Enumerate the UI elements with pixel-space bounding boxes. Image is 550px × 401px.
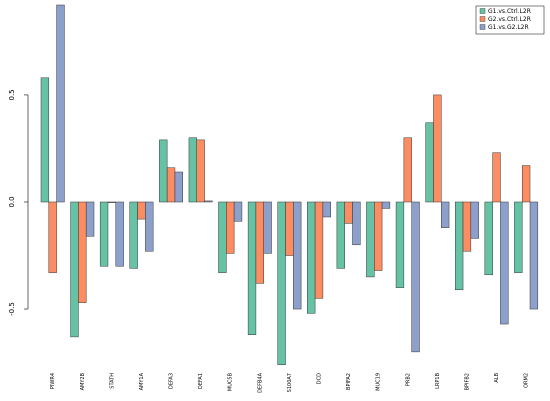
legend-label: G1.vs.G2.L2R [488, 24, 529, 31]
x-category-label: ALB [494, 372, 500, 382]
bar-PIWR4-3 [56, 4, 65, 203]
bar-AMY2B-1 [70, 201, 79, 338]
bar-STATH-3 [115, 201, 124, 267]
bar-DEFA3-1 [159, 139, 168, 203]
bar-DEFB4A-2 [255, 201, 264, 284]
bar-AMY1A-1 [129, 201, 138, 269]
bar-MUC19-3 [381, 201, 391, 209]
bar-AMY2B-2 [78, 201, 87, 303]
bar-ALB-1 [484, 201, 493, 276]
bar-DEFB4A-1 [247, 201, 257, 335]
y-tick-label: 0.0 [8, 196, 16, 207]
bar-AMY1A-3 [145, 201, 154, 252]
bar-LRP1B-3 [440, 201, 450, 228]
bar-ALB-2 [492, 152, 501, 203]
x-category-label: DCD [316, 373, 322, 384]
legend-box [475, 5, 545, 35]
bar-PRB2-3 [411, 201, 420, 353]
bar-PIWR4-2 [48, 201, 57, 273]
x-category-label: PIWR4 [50, 373, 56, 389]
bar-BPIFA2-3 [352, 201, 361, 246]
x-category-label: BPIFA2 [346, 373, 352, 390]
bar-MUC5B-2 [226, 201, 235, 254]
legend-label: G1.vs.Ctrl.L2R [488, 8, 531, 15]
bar-DEFA1-3 [204, 200, 213, 203]
bar-DEFA3-3 [174, 171, 184, 203]
bar-S100A7-3 [293, 201, 302, 310]
bar-PRB2-1 [395, 201, 405, 288]
x-category-label: BPIFB2 [464, 373, 470, 390]
bar-BPIFA2-2 [344, 201, 353, 224]
x-category-label: S100A7 [287, 373, 293, 392]
category-labels: PIWR4 AMY2B STATH AMY1A DEFA3 DEFA1 MUC5B DEFB4… [50, 372, 529, 393]
x-category-label: DEFA1 [198, 373, 204, 389]
bar-AMY2B-3 [85, 201, 95, 237]
bar-DCD-1 [307, 201, 316, 314]
bar-MUC5B-1 [218, 201, 227, 273]
bar-DEFA3-2 [166, 167, 176, 203]
bar-ALB-3 [500, 201, 509, 325]
bar-BPIFA2-1 [336, 201, 345, 269]
bar-MUC19-1 [366, 201, 375, 278]
legend-swatch [479, 16, 486, 22]
bar-DEFA1-1 [188, 137, 197, 203]
bar-LRP1B-2 [433, 94, 442, 203]
bar-STATH-1 [99, 201, 109, 267]
bar-AMY1A-2 [137, 201, 146, 220]
bar-LRP1B-1 [425, 122, 434, 203]
bar-ORM2-3 [529, 201, 539, 310]
bar-S100A7-1 [277, 201, 286, 365]
x-category-label: MUC19 [376, 373, 382, 391]
x-category-label: DEFB4A [257, 372, 263, 392]
x-category-label: LRP1B [435, 372, 441, 388]
bar-DEFB4A-3 [263, 201, 272, 254]
bar-PRB2-2 [403, 137, 412, 203]
x-category-label: DEFA3 [169, 373, 175, 389]
x-category-label: ORM2 [524, 373, 530, 388]
bar-DCD-2 [314, 201, 324, 299]
bar-ORM2-2 [521, 165, 531, 203]
bar-DEFA1-2 [196, 139, 205, 203]
x-category-label: AMY1A [139, 372, 145, 390]
x-category-label: PRB2 [405, 373, 411, 386]
x-category-label: MUC5B [228, 372, 234, 391]
bar-BPIFB2-1 [454, 201, 464, 291]
bar-ORM2-1 [514, 201, 523, 273]
y-tick-label: -0.5 [8, 302, 16, 316]
legend-label: G2.vs.Ctrl.L2R [488, 16, 531, 23]
bar-DCD-3 [322, 201, 331, 218]
bar-STATH-2 [107, 201, 117, 203]
bar-PIWR4-1 [40, 77, 50, 203]
bar-MUC5B-3 [233, 201, 243, 222]
legend-swatch [479, 8, 486, 14]
bar-BPIFB2-3 [470, 201, 479, 239]
bar-BPIFB2-2 [462, 201, 472, 252]
bar-MUC19-2 [374, 201, 383, 271]
y-axis: -0.5 0.0 0.5 [8, 89, 29, 316]
y-tick-label: 0.5 [8, 89, 16, 100]
x-category-label: STATH [109, 373, 115, 389]
x-category-label: AMY2B [80, 372, 86, 390]
bar-S100A7-2 [285, 201, 294, 256]
legend-swatch [479, 24, 486, 30]
bars [40, 4, 539, 365]
